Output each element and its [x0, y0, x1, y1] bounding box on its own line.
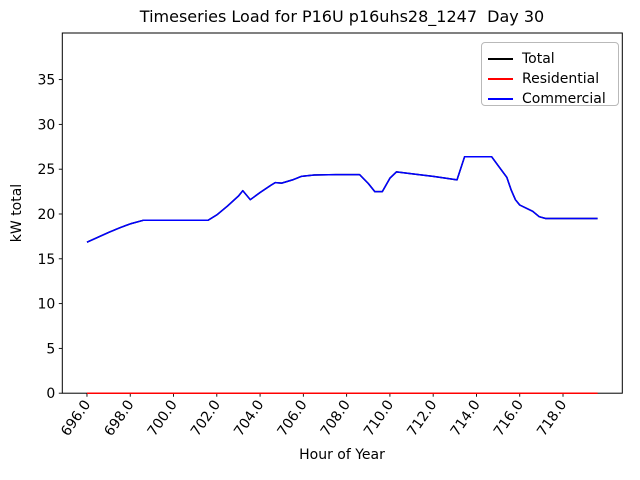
x-tick-label: 708.0: [318, 397, 354, 439]
x-tick-label: 718.0: [534, 397, 570, 439]
x-tick-label: 716.0: [491, 397, 527, 439]
legend: Total Residential Commercial: [481, 42, 619, 109]
series-total-line: [86, 155, 598, 243]
series-commercial-line: [86, 155, 598, 243]
x-tick-label: 714.0: [448, 397, 484, 439]
x-axis-label: Hour of Year: [299, 447, 385, 463]
y-tick-label: 5: [46, 341, 55, 357]
legend-item-total: Total: [488, 49, 618, 69]
x-tick-label: 706.0: [275, 397, 311, 439]
y-tick-label: 20: [37, 207, 55, 223]
x-tick-label: 696.0: [58, 397, 94, 439]
y-axis-label: kW total: [9, 183, 25, 243]
chart-title: Timeseries Load for P16U p16uhs28_1247 D…: [139, 7, 545, 26]
x-tick-label: 698.0: [101, 397, 137, 439]
legend-item-commercial: Commercial: [488, 89, 618, 109]
y-tick-label: 15: [37, 252, 55, 268]
legend-line-swatch: [488, 78, 513, 80]
legend-line-swatch: [488, 58, 513, 60]
y-tick-label: 35: [37, 73, 55, 89]
legend-label: Total: [522, 51, 555, 67]
x-tick-label: 710.0: [361, 397, 397, 439]
y-tick-label: 25: [37, 162, 55, 178]
legend-line-swatch: [488, 98, 513, 100]
x-tick-label: 704.0: [231, 397, 267, 439]
x-tick-label: 712.0: [404, 397, 440, 439]
y-tick-label: 10: [37, 297, 55, 313]
y-tick-label: 30: [37, 117, 55, 133]
y-tick-label: 0: [46, 386, 55, 402]
legend-label: Commercial: [522, 91, 606, 107]
x-tick-label: 700.0: [145, 397, 181, 439]
x-tick-label: 702.0: [188, 397, 224, 439]
legend-label: Residential: [522, 71, 600, 87]
legend-item-residential: Residential: [488, 69, 618, 89]
